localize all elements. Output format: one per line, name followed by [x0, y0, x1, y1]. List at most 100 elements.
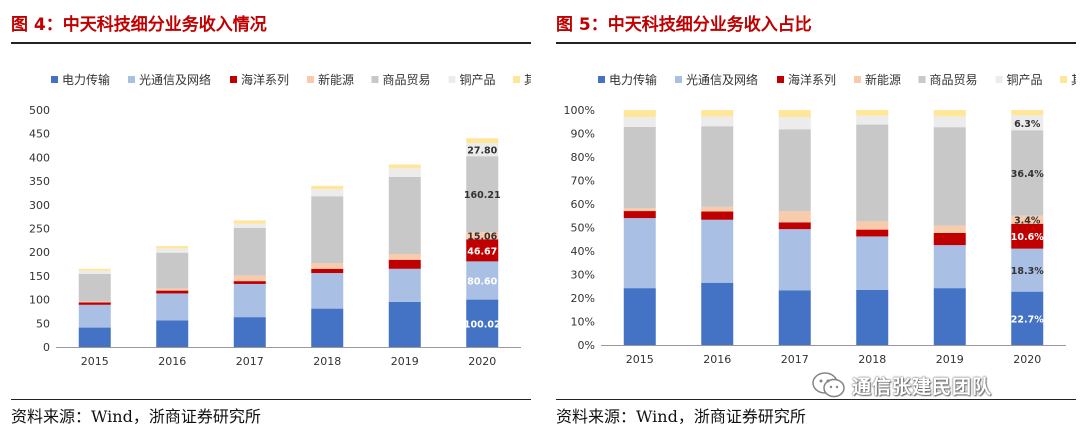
bar-2020-6: [1011, 110, 1044, 116]
bar-2017-0: [778, 290, 811, 345]
bar-2020-6: [466, 138, 499, 144]
watermark-text: 通信张建民团队: [852, 375, 993, 398]
bar-2017-4: [778, 129, 811, 212]
bar-2019-2: [933, 232, 966, 246]
bar-2017-4: [233, 228, 266, 276]
legend-swatch-6: [513, 76, 520, 83]
bar-2019-5: [933, 116, 966, 128]
figure-5-panel: 图 5：中天科技细分业务收入占比 电力传输 光通信及网络 海洋系列 新能源 商品贸易 铜产…: [556, 0, 1076, 434]
y-tick-label-4: 200: [29, 246, 50, 259]
y-tick-label-0: 0%: [578, 339, 595, 352]
bar-2019-0: [933, 288, 966, 345]
bar-2020-4: [466, 156, 499, 233]
bar-2017-6: [778, 110, 811, 118]
y-tick-label-8: 400: [29, 151, 50, 164]
bar-2016-6: [156, 246, 189, 249]
bar-2019-3: [388, 254, 421, 260]
bar-2017-1: [778, 229, 811, 291]
y-tick-label-2: 100: [29, 294, 50, 307]
bar-2019-5: [388, 168, 421, 177]
bar-2020-2: [466, 239, 499, 262]
legend-swatch-6: [1060, 76, 1067, 83]
legend-swatch-1: [675, 76, 682, 83]
figure-5-title: 图 5：中天科技细分业务收入占比: [556, 15, 812, 35]
bar-2020-3: [466, 232, 499, 240]
bar-2018-0: [856, 289, 889, 345]
bar-2015-6: [78, 268, 111, 271]
x-tick-label-2: 2017: [781, 353, 809, 366]
legend-label-3: 新能源: [318, 72, 354, 87]
data-label-2: 46.67: [467, 246, 497, 257]
y-tick-label-6: 300: [29, 199, 50, 212]
bar-2015-3: [623, 208, 656, 212]
data-label-4: 36.4%: [1011, 169, 1044, 180]
x-tick-label-0: 2015: [626, 353, 654, 366]
legend-label-1: 光通信及网络: [686, 72, 758, 87]
bar-2018-1: [856, 236, 889, 290]
bar-2019-0: [388, 301, 421, 347]
y-tick-label-0: 0: [43, 341, 50, 354]
bar-2020-5: [466, 143, 499, 157]
figure-5-source: 资料来源：Wind，浙商证券研究所: [556, 407, 806, 426]
bar-2019-2: [388, 259, 421, 269]
legend-label-4: 商品贸易: [930, 72, 978, 87]
bar-2017-2: [778, 222, 811, 230]
y-tick-label-5: 250: [29, 223, 50, 236]
y-tick-label-10: 500: [29, 104, 50, 117]
bar-2018-4: [311, 196, 344, 264]
bar-2016-5: [701, 116, 734, 127]
bar-2019-1: [388, 268, 421, 302]
bar-2016-3: [701, 206, 734, 212]
bar-2016-2: [701, 211, 734, 220]
bar-2018-3: [311, 263, 344, 269]
bar-2017-6: [233, 220, 266, 224]
data-label-3: 15.06: [467, 232, 497, 243]
bar-2018-5: [856, 115, 889, 125]
bar-2016-2: [156, 290, 189, 294]
bar-2020-1: [1011, 248, 1044, 292]
x-tick-label-5: 2020: [1013, 353, 1041, 366]
bar-2019-4: [388, 176, 421, 255]
bar-2018-2: [311, 268, 344, 274]
legend-swatch-1: [128, 76, 135, 83]
legend-swatch-2: [777, 76, 784, 83]
bar-2015-5: [78, 270, 111, 275]
bar-2020-3: [1011, 215, 1044, 224]
data-label-0: 100.02: [464, 319, 501, 330]
bar-2019-3: [933, 225, 966, 233]
watermark: 通信张建民团队: [812, 370, 992, 400]
legend-swatch-0: [51, 76, 58, 83]
y-tick-label-7: 350: [29, 175, 50, 188]
y-tick-label-7: 70%: [571, 175, 595, 188]
bar-2020-2: [1011, 223, 1044, 249]
legend-swatch-3: [854, 76, 861, 83]
x-tick-label-1: 2016: [158, 355, 186, 368]
x-tick-label-4: 2019: [391, 355, 419, 368]
figure-4-panel: 图 4：中天科技细分业务收入情况 电力传输 光通信及网络 海洋系列 新能源 商品贸易 铜产…: [11, 0, 531, 434]
legend-label-6: 其他: [524, 73, 531, 87]
y-tick-label-5: 50%: [571, 222, 595, 235]
legend-swatch-4: [371, 76, 379, 83]
bar-2015-0: [78, 327, 111, 347]
data-label-3: 3.4%: [1014, 216, 1041, 227]
y-tick-label-1: 10%: [571, 316, 595, 329]
bar-2019-1: [933, 245, 966, 289]
bar-2016-0: [156, 320, 189, 347]
share-stacked-bar-chart: 电力传输 光通信及网络 海洋系列 新能源 商品贸易 铜产品 其他 0% 10% 20% 30% 40%…: [556, 60, 1076, 385]
legend-label-5: 铜产品: [1007, 72, 1043, 87]
legend-swatch-4: [918, 76, 926, 83]
bar-2015-2: [623, 211, 656, 219]
legend-label-0: 电力传输: [62, 72, 110, 87]
legend-label-5: 铜产品: [460, 72, 496, 87]
source-rule: [556, 399, 1076, 400]
legend-swatch-5: [448, 76, 456, 83]
source-rule: [11, 399, 531, 400]
bar-2017-3: [778, 211, 811, 223]
bar-2018-6: [311, 185, 344, 190]
figure-4-source: 资料来源：Wind，浙商证券研究所: [11, 407, 261, 426]
bar-2015-6: [623, 110, 656, 118]
y-tick-label-3: 30%: [571, 269, 595, 282]
legend-swatch-3: [307, 76, 314, 83]
data-label-1: 18.3%: [1011, 266, 1044, 277]
data-label-4: 160.21: [464, 190, 501, 201]
